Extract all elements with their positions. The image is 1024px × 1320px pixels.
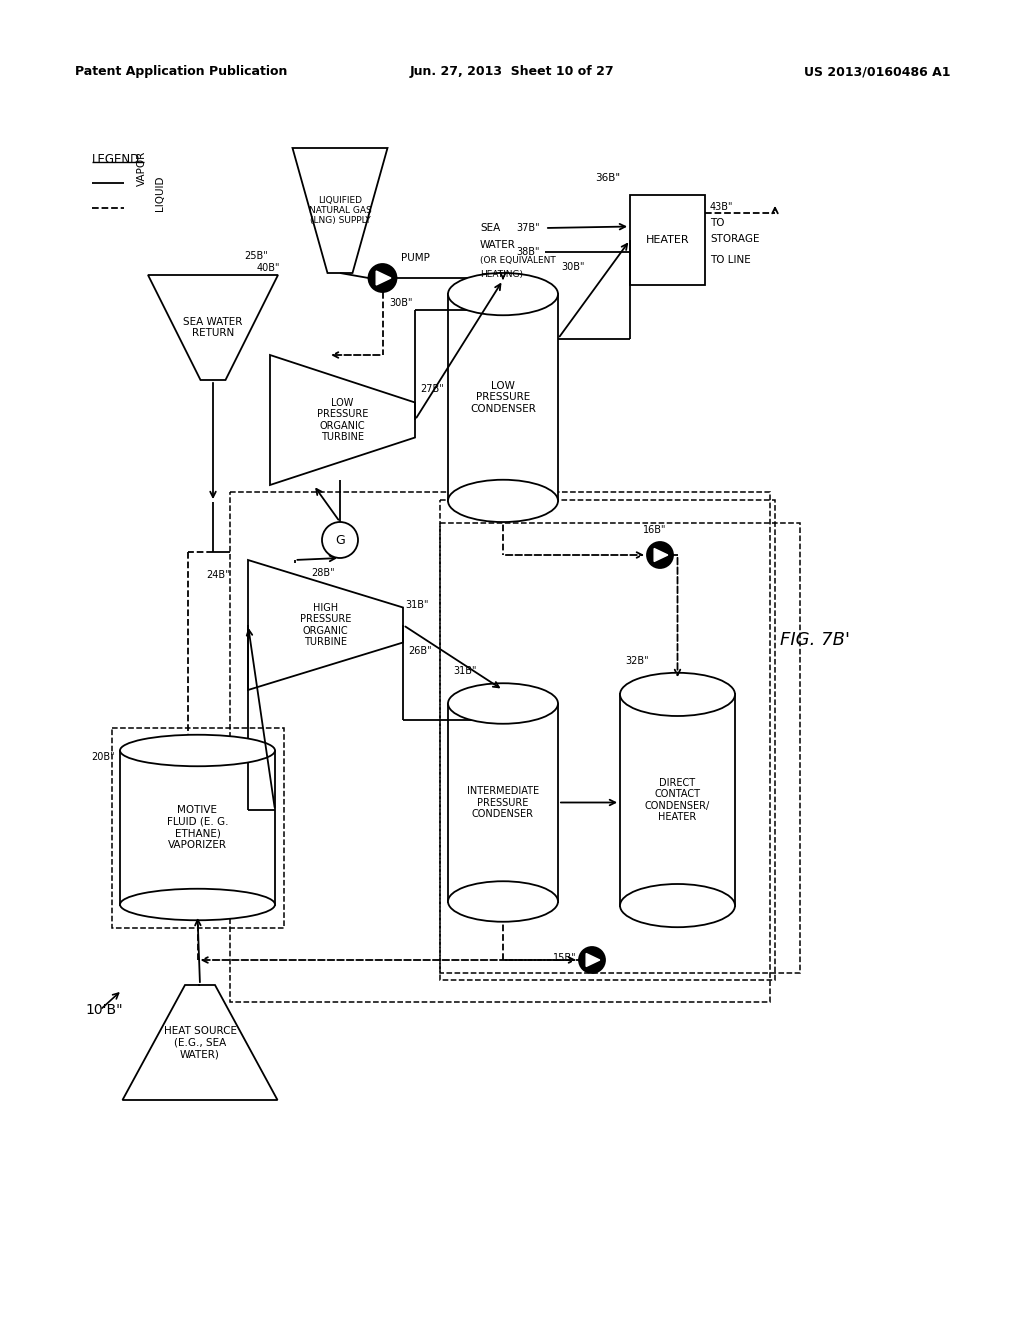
Text: (OR EQUIVALENT: (OR EQUIVALENT xyxy=(480,256,556,264)
Circle shape xyxy=(647,543,673,568)
Circle shape xyxy=(322,521,358,558)
Text: VAPOR: VAPOR xyxy=(137,150,147,186)
Text: G: G xyxy=(335,533,345,546)
Text: 26B": 26B" xyxy=(408,645,432,656)
Text: MOTIVE
FLUID (E. G.
ETHANE)
VAPORIZER: MOTIVE FLUID (E. G. ETHANE) VAPORIZER xyxy=(167,805,228,850)
Bar xyxy=(620,694,735,906)
Text: Patent Application Publication: Patent Application Publication xyxy=(75,66,288,78)
Text: HEATER: HEATER xyxy=(646,235,689,246)
Circle shape xyxy=(579,946,605,973)
Text: TO LINE: TO LINE xyxy=(710,255,751,265)
Polygon shape xyxy=(270,355,415,484)
Text: Jun. 27, 2013  Sheet 10 of 27: Jun. 27, 2013 Sheet 10 of 27 xyxy=(410,66,614,78)
Text: 32B": 32B" xyxy=(625,656,648,667)
Text: LEGEND: LEGEND xyxy=(92,153,140,166)
Bar xyxy=(230,492,770,1002)
Text: 40B": 40B" xyxy=(257,263,281,273)
Bar xyxy=(112,729,284,928)
Text: 10'B": 10'B" xyxy=(85,1003,123,1016)
Text: 31B": 31B" xyxy=(406,601,428,610)
Text: 24B": 24B" xyxy=(207,570,230,579)
Text: STORAGE: STORAGE xyxy=(710,234,760,244)
Text: LIQUIFIED
NATURAL GAS
(LNG) SUPPLY: LIQUIFIED NATURAL GAS (LNG) SUPPLY xyxy=(308,195,372,226)
Text: FIG. 7B': FIG. 7B' xyxy=(780,631,850,649)
Text: PUMP: PUMP xyxy=(400,253,429,263)
Text: 31B": 31B" xyxy=(453,667,476,676)
Polygon shape xyxy=(123,985,278,1100)
Text: HEATING): HEATING) xyxy=(480,269,523,279)
Text: WATER: WATER xyxy=(480,240,516,249)
Text: LOW
PRESSURE
CONDENSER: LOW PRESSURE CONDENSER xyxy=(470,381,536,414)
Text: 15B": 15B" xyxy=(553,953,577,964)
Text: SEA WATER
RETURN: SEA WATER RETURN xyxy=(183,317,243,338)
Bar xyxy=(449,704,558,902)
Text: 43B": 43B" xyxy=(710,202,733,213)
Text: DIRECT
CONTACT
CONDENSER/
HEATER: DIRECT CONTACT CONDENSER/ HEATER xyxy=(645,777,710,822)
Polygon shape xyxy=(376,271,391,285)
Ellipse shape xyxy=(449,273,558,315)
Text: 25B": 25B" xyxy=(245,251,268,261)
Text: US 2013/0160486 A1: US 2013/0160486 A1 xyxy=(804,66,950,78)
Polygon shape xyxy=(586,953,600,966)
Bar xyxy=(630,195,705,285)
Text: 37B": 37B" xyxy=(516,223,540,234)
Text: 16B": 16B" xyxy=(643,525,667,535)
Text: HIGH
PRESSURE
ORGANIC
TURBINE: HIGH PRESSURE ORGANIC TURBINE xyxy=(300,603,351,647)
Text: 20B": 20B" xyxy=(91,752,115,762)
Text: 30B": 30B" xyxy=(561,261,585,272)
Ellipse shape xyxy=(620,673,735,715)
Bar xyxy=(120,751,275,904)
Text: 30B": 30B" xyxy=(389,298,413,308)
Text: LOW
PRESSURE
ORGANIC
TURBINE: LOW PRESSURE ORGANIC TURBINE xyxy=(316,397,369,442)
Text: 27B": 27B" xyxy=(420,384,443,395)
Text: 36B": 36B" xyxy=(595,173,621,183)
Text: LIQUID: LIQUID xyxy=(155,176,165,211)
Text: HEAT SOURCE
(E.G., SEA
WATER): HEAT SOURCE (E.G., SEA WATER) xyxy=(164,1026,237,1059)
Bar xyxy=(440,500,775,979)
Text: 28B": 28B" xyxy=(311,568,335,578)
Bar xyxy=(440,523,800,973)
Ellipse shape xyxy=(620,884,735,927)
Polygon shape xyxy=(148,275,278,380)
Polygon shape xyxy=(248,560,403,690)
Ellipse shape xyxy=(449,684,558,723)
Text: TO: TO xyxy=(710,218,725,228)
Ellipse shape xyxy=(449,882,558,921)
Text: INTERMEDIATE
PRESSURE
CONDENSER: INTERMEDIATE PRESSURE CONDENSER xyxy=(467,785,539,820)
Ellipse shape xyxy=(120,735,275,766)
Polygon shape xyxy=(293,148,387,273)
Text: SEA: SEA xyxy=(480,223,501,234)
Polygon shape xyxy=(654,549,668,561)
Circle shape xyxy=(369,264,396,292)
Ellipse shape xyxy=(120,888,275,920)
Bar xyxy=(449,294,558,500)
Text: 38B": 38B" xyxy=(516,247,540,257)
Ellipse shape xyxy=(449,479,558,521)
